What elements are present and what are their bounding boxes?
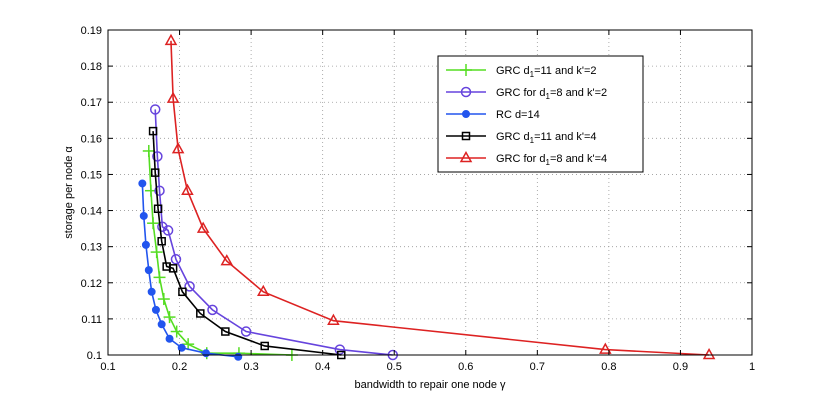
data-point <box>196 221 210 233</box>
plot-frame <box>107 29 753 356</box>
y-tick-label: 0.16 <box>81 133 102 145</box>
data-point <box>144 266 153 275</box>
data-point <box>165 334 174 343</box>
ticks: 0.1 0.2 0.3 0.4 0.5 0.6 0.7 0.8 0.9 1 0.1 0.11 0.12 0… <box>81 25 755 373</box>
series-2 <box>149 104 399 361</box>
series-1 <box>142 144 298 361</box>
data-point <box>149 104 161 115</box>
data-point <box>220 254 234 266</box>
legend-item: GRC d1=11 and k'=2 <box>446 64 597 79</box>
data-point <box>147 287 156 296</box>
data-point <box>157 293 170 306</box>
x-tick-label: 1 <box>749 361 755 373</box>
series-5 <box>164 33 716 360</box>
data-point <box>142 144 155 157</box>
data-point <box>153 204 163 213</box>
series-4 <box>148 126 346 360</box>
grid <box>108 30 752 355</box>
legend-marker <box>460 86 472 98</box>
x-tick-label: 0.2 <box>172 361 187 373</box>
x-axis-title: bandwidth to repair one node γ <box>354 379 506 391</box>
data-point <box>181 183 194 195</box>
data-point <box>166 91 180 103</box>
legend: GRC d1=11 and k'=2 GRC for d1=8 and k'=2 R… <box>437 55 644 173</box>
data-point <box>202 349 211 358</box>
data-point <box>150 246 163 259</box>
data-point <box>177 343 186 352</box>
data-point <box>151 305 160 314</box>
legend-label: GRC for d1=8 and k'=4 <box>496 153 607 167</box>
y-tick-label: 0.19 <box>81 25 102 37</box>
series-line <box>170 40 710 356</box>
data-point <box>170 325 183 338</box>
data-point <box>139 211 148 220</box>
data-point <box>157 221 168 233</box>
data-point <box>164 33 178 46</box>
legend-label: GRC d1=11 and k'=4 <box>496 131 597 145</box>
data-point <box>168 264 178 273</box>
x-tick-label: 0.3 <box>243 361 258 373</box>
data-point <box>152 151 163 162</box>
legend-marker <box>459 150 473 163</box>
y-tick-label: 0.18 <box>81 61 102 73</box>
data-point <box>150 168 160 177</box>
data-point <box>178 287 187 297</box>
x-tick-label: 0.1 <box>100 361 115 373</box>
data-point <box>157 320 166 329</box>
x-tick-label: 0.6 <box>458 361 473 373</box>
data-point <box>147 217 160 230</box>
legend-item: GRC d1=11 and k'=4 <box>446 131 597 145</box>
x-tick-label: 0.7 <box>530 361 545 373</box>
data-point <box>234 352 243 361</box>
y-tick-label: 0.13 <box>81 242 102 254</box>
data-point <box>196 309 205 318</box>
data-point <box>162 225 174 236</box>
data-point <box>157 237 166 246</box>
data-point <box>260 341 269 351</box>
legend-item: RC d=14 <box>446 109 540 121</box>
data-point <box>153 271 166 284</box>
legend-item: GRC for d1=8 and k'=4 <box>446 150 607 167</box>
series-layer <box>138 33 716 361</box>
x-tick-label: 0.9 <box>673 361 688 373</box>
series-line <box>154 109 393 356</box>
legend-marker <box>461 131 471 141</box>
data-point <box>257 284 270 297</box>
x-tick-label: 0.8 <box>601 361 616 373</box>
y-tick-label: 0.15 <box>81 169 102 181</box>
legend-label: RC d=14 <box>496 109 540 121</box>
y-tick-label: 0.11 <box>81 314 102 326</box>
series-line <box>152 131 342 356</box>
data-point <box>148 126 158 136</box>
data-point <box>702 347 716 360</box>
y-tick-label: 0.12 <box>81 278 102 290</box>
legend-item: GRC for d1=8 and k'=2 <box>446 86 607 101</box>
legend-marker <box>460 64 472 76</box>
y-axis-title: storage per node α <box>63 146 75 239</box>
data-point <box>240 326 252 337</box>
data-point <box>221 327 230 336</box>
y-tick-label: 0.1 <box>87 350 102 362</box>
data-point <box>163 311 176 324</box>
data-point <box>207 304 218 316</box>
data-point <box>599 342 612 354</box>
data-point <box>154 185 165 196</box>
data-point <box>182 338 195 351</box>
legend-marker <box>462 110 470 118</box>
x-tick-label: 0.5 <box>387 361 402 373</box>
legend-label: GRC for d1=8 and k'=2 <box>496 87 607 101</box>
data-point <box>141 240 150 249</box>
data-point <box>327 313 340 325</box>
data-point <box>171 142 185 154</box>
data-point <box>138 179 147 188</box>
data-point <box>184 281 195 292</box>
y-tick-label: 0.14 <box>81 206 102 218</box>
y-tick-label: 0.17 <box>81 97 102 109</box>
legend-label: GRC d1=11 and k'=2 <box>496 65 597 79</box>
data-point <box>170 254 182 265</box>
x-tick-label: 0.4 <box>315 361 330 373</box>
